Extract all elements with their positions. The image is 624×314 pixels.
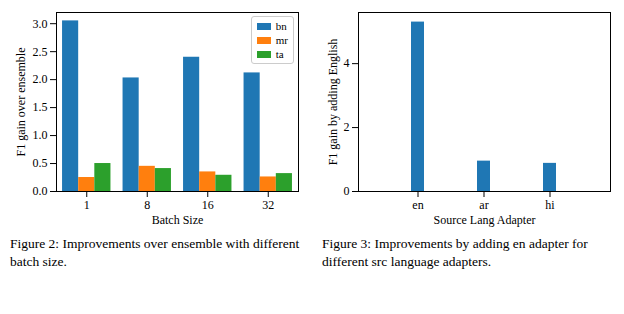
svg-text:Source Lang Adapter: Source Lang Adapter <box>434 213 536 227</box>
html-text:ta: ta <box>275 48 284 60</box>
svg-text:16: 16 <box>202 198 214 212</box>
svg-text:en: en <box>412 198 423 212</box>
html-text:Figure 3: Improvements by addi: Figure 3: Improvements by adding en adap… <box>322 236 588 270</box>
svg-text:4: 4 <box>344 56 350 70</box>
svg-text:0.0: 0.0 <box>33 184 48 198</box>
html-text:Figure 2: Improvements over en: Figure 2: Improvements over ensemble wit… <box>10 236 300 270</box>
svg-text:1.0: 1.0 <box>33 128 48 142</box>
svg-text:32: 32 <box>262 198 274 212</box>
svg-text:ar: ar <box>479 198 488 212</box>
html-text:bn: bn <box>275 20 287 32</box>
html-text:mr: mr <box>275 34 288 46</box>
svg-text:3.0: 3.0 <box>33 17 48 31</box>
svg-text:2: 2 <box>344 120 350 134</box>
svg-text:0.5: 0.5 <box>33 156 48 170</box>
svg-text:1.5: 1.5 <box>33 100 48 114</box>
svg-text:hi: hi <box>545 198 555 212</box>
svg-text:1: 1 <box>84 198 90 212</box>
svg-text:0: 0 <box>344 184 350 198</box>
svg-text:2.0: 2.0 <box>33 72 48 86</box>
svg-text:F1 gain over ensemble: F1 gain over ensemble <box>14 48 28 157</box>
svg-text:Batch Size: Batch Size <box>152 213 204 227</box>
svg-text:F1 gain by adding English: F1 gain by adding English <box>326 39 340 166</box>
svg-text:8: 8 <box>144 198 150 212</box>
svg-text:2.5: 2.5 <box>33 44 48 58</box>
